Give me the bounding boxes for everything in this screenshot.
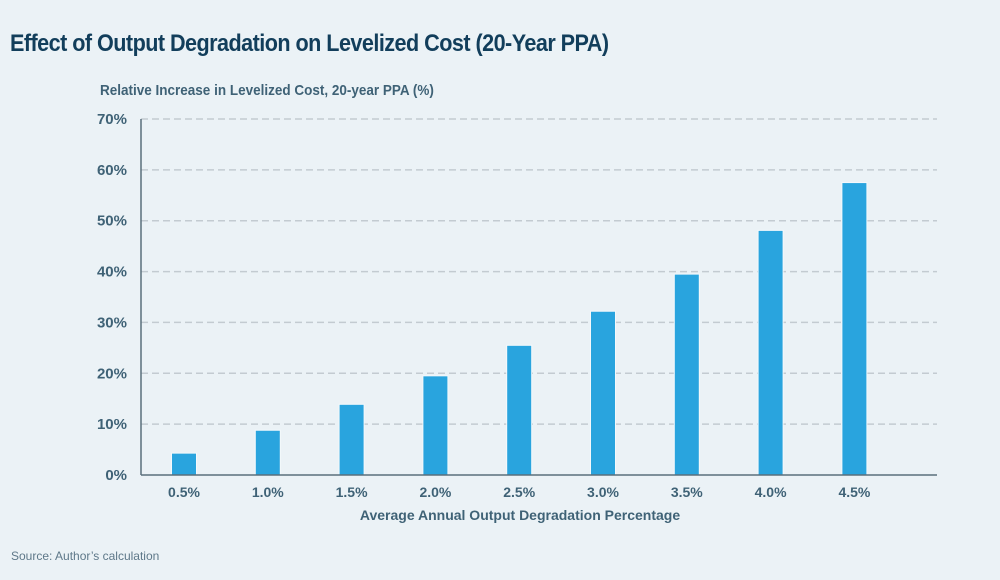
x-tick-label: 2.0% [419, 484, 451, 500]
bar [422, 375, 449, 476]
bar [590, 310, 616, 476]
axes [140, 119, 937, 476]
gridlines [141, 118, 937, 425]
y-tick-label: 0% [105, 467, 127, 484]
x-axis-title: Average Annual Output Degradation Percen… [360, 507, 680, 523]
x-tick-label: 0.5% [168, 484, 200, 500]
x-tick-label: 3.5% [671, 484, 703, 500]
x-tick-label: 3.0% [587, 484, 619, 500]
y-axis-title: Relative Increase in Levelized Cost, 20-… [100, 82, 434, 99]
y-tick-label: 70% [97, 111, 127, 128]
bars [171, 182, 868, 476]
x-tick-label: 4.5% [838, 484, 870, 500]
bar [506, 344, 533, 476]
x-tick-label: 2.5% [503, 484, 535, 500]
y-tick-label: 20% [97, 365, 127, 382]
y-tick-label: 30% [97, 314, 127, 331]
bar [757, 229, 784, 476]
y-tick-label: 60% [97, 162, 127, 179]
y-tick-label: 10% [97, 416, 127, 433]
chart-title: Effect of Output Degradation on Levelize… [10, 30, 609, 57]
x-tick-label: 1.5% [336, 484, 368, 500]
x-tick-label: 1.0% [252, 484, 284, 500]
bar [673, 273, 700, 476]
x-tick-labels: 0.5% 1.0% 1.5% 2.0% 2.5% 3.0% 3.5% 4.0% 4.5% [168, 484, 871, 500]
y-tick-label: 40% [97, 264, 127, 281]
y-tick-label: 50% [97, 213, 127, 230]
source-note: Source: Author’s calculation [11, 549, 160, 563]
x-tick-label: 4.0% [755, 484, 787, 500]
bar [841, 182, 868, 476]
bar [254, 429, 281, 476]
y-tick-labels: 0% 10% 20% 30% 40% 50% 60% 70% [97, 111, 127, 484]
bar [338, 403, 365, 476]
bar [171, 452, 197, 476]
